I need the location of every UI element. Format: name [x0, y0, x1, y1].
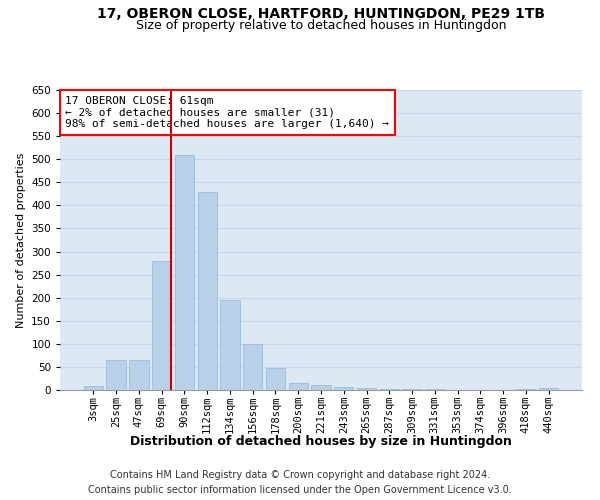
Bar [539, 388, 558, 390]
Text: Contains HM Land Registry data © Crown copyright and database right 2024.: Contains HM Land Registry data © Crown c… [110, 470, 490, 480]
Bar [289, 383, 308, 390]
Text: 17 OBERON CLOSE: 61sqm
← 2% of detached houses are smaller (31)
98% of semi-deta: 17 OBERON CLOSE: 61sqm ← 2% of detached … [65, 96, 389, 129]
Bar [152, 261, 172, 390]
Bar [516, 388, 536, 390]
Bar [266, 368, 285, 390]
Bar [334, 387, 353, 390]
Bar [220, 300, 239, 390]
Bar [403, 388, 422, 390]
Text: Size of property relative to detached houses in Huntingdon: Size of property relative to detached ho… [136, 18, 506, 32]
Bar [106, 360, 126, 390]
Text: Distribution of detached houses by size in Huntingdon: Distribution of detached houses by size … [130, 435, 512, 448]
Text: Contains public sector information licensed under the Open Government Licence v3: Contains public sector information licen… [88, 485, 512, 495]
Bar [425, 389, 445, 390]
Bar [380, 388, 399, 390]
Bar [175, 154, 194, 390]
Y-axis label: Number of detached properties: Number of detached properties [16, 152, 26, 328]
Bar [197, 192, 217, 390]
Bar [243, 344, 262, 390]
Bar [311, 386, 331, 390]
Bar [357, 388, 376, 390]
Bar [84, 386, 103, 390]
Bar [129, 360, 149, 390]
Text: 17, OBERON CLOSE, HARTFORD, HUNTINGDON, PE29 1TB: 17, OBERON CLOSE, HARTFORD, HUNTINGDON, … [97, 8, 545, 22]
